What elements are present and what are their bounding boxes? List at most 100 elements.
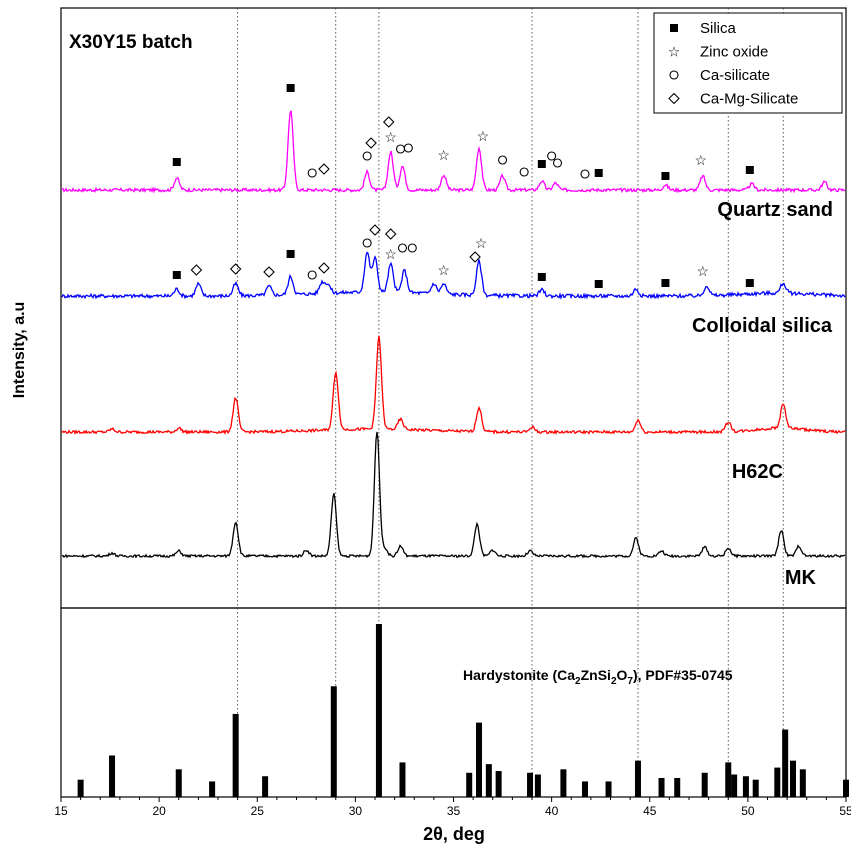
silica-marker: [745, 166, 754, 174]
ca-silicate-marker: [362, 151, 372, 161]
series-label: Colloidal silica: [692, 315, 833, 337]
ca-silicate-marker: [519, 167, 529, 177]
x-tick-label: 25: [251, 804, 265, 818]
legend-label: Silica: [700, 20, 737, 37]
reference-bar: [485, 764, 492, 797]
ca-mg-silicate-marker: [318, 262, 330, 274]
zinc-oxide-marker: ☆: [437, 147, 450, 163]
ca-silicate-marker: [307, 270, 317, 280]
legend-label: Ca-Mg-Silicate: [700, 91, 798, 108]
silica-marker: [537, 273, 546, 281]
x-tick-label: 35: [447, 804, 461, 818]
reference-panel: 15 20 25 30 35 40 45 50 55 Hardystonite (Ca2ZnSi…: [54, 607, 851, 844]
ca-silicate-marker: [403, 143, 413, 153]
ca-silicate-marker: [552, 158, 563, 168]
ca-silicate-marker: [407, 243, 417, 253]
x-tick-label: 40: [545, 804, 559, 818]
ca-mg-silicate-marker: [382, 116, 395, 128]
ca-silicate-marker: [397, 243, 408, 253]
ca-silicate-marker: [362, 238, 372, 248]
series-label: H62C: [732, 461, 783, 483]
reference-bar: [843, 779, 849, 797]
reference-pattern-label: Hardystonite (Ca2ZnSi2O7), PDF#35-0745: [463, 667, 733, 687]
ca-mg-silicate-marker: [384, 228, 397, 240]
y-axis-label: Intensity, a.u: [11, 302, 28, 399]
reference-bar: [605, 781, 612, 797]
reference-bar: [731, 774, 738, 797]
trace-colloidal-silica: [61, 251, 846, 300]
reference-bar: [262, 776, 269, 797]
silica-marker: [670, 24, 678, 32]
zinc-oxide-marker: ☆: [384, 246, 397, 262]
reference-bar: [77, 779, 84, 797]
silica-marker: [745, 279, 754, 287]
x-tick-label: 15: [54, 804, 68, 818]
zinc-oxide-marker: ☆: [475, 235, 488, 251]
silica-marker: [661, 279, 670, 287]
zinc-oxide-marker: ☆: [477, 128, 490, 144]
x-axis-ticks: 15 20 25 30 35 40 45 50 55: [54, 797, 851, 818]
reference-bar: [232, 713, 239, 797]
reference-bar: [658, 777, 665, 797]
ca-silicate-marker: [580, 169, 590, 179]
reference-bar: [375, 624, 382, 797]
reference-bar: [774, 767, 781, 797]
reference-bar: [495, 771, 502, 797]
ca-mg-silicate-marker: [469, 251, 481, 263]
reference-bar: [581, 781, 588, 797]
ca-silicate-marker: [669, 70, 679, 80]
trace-mk: [61, 431, 846, 559]
silica-marker: [594, 169, 603, 177]
ca-mg-silicate-marker: [369, 224, 381, 236]
x-tick-label: 50: [741, 804, 755, 818]
zinc-oxide-marker: ☆: [694, 152, 707, 168]
reference-bar: [534, 774, 541, 797]
reference-bar: [476, 722, 483, 797]
reference-bar: [330, 686, 337, 797]
reference-bar: [634, 760, 641, 797]
ca-mg-silicate-marker: [263, 266, 275, 278]
silica-marker: [286, 250, 295, 258]
reference-bars: [77, 624, 849, 797]
diffraction-traces: [61, 110, 846, 559]
reference-bar: [527, 772, 534, 797]
panel-title: X30Y15 batch: [69, 32, 193, 53]
legend-label: Ca-silicate: [700, 67, 770, 84]
series-label: MK: [785, 567, 817, 589]
reference-bar: [782, 729, 789, 797]
ca-mg-silicate-marker: [318, 163, 330, 175]
reference-bar: [399, 762, 406, 797]
x-tick-label: 55: [839, 804, 851, 818]
silica-marker: [594, 280, 603, 288]
reference-bar: [742, 776, 749, 797]
reference-bar: [752, 779, 759, 797]
silica-marker: [286, 84, 295, 92]
phase-markers: ☆ ☆ ☆ ☆ ☆ ☆ ☆ ☆: [172, 84, 754, 288]
ca-mg-silicate-marker: [229, 263, 242, 275]
ca-mg-silicate-marker: [190, 264, 203, 276]
legend: Silica ☆ Zinc oxide Ca-silicate Ca-Mg-Silica…: [653, 12, 843, 114]
reference-bar: [175, 769, 182, 797]
silica-marker: [537, 160, 546, 168]
x-tick-label: 45: [643, 804, 657, 818]
reference-bar: [674, 777, 681, 797]
series-label: Quartz sand: [717, 199, 833, 221]
x-axis-label: 2θ, deg: [423, 824, 485, 844]
reference-bar: [466, 772, 473, 797]
reference-bar: [209, 781, 216, 797]
reference-bar: [701, 772, 708, 797]
reference-bar: [790, 760, 797, 797]
zinc-oxide-marker: ☆: [384, 129, 397, 145]
reference-bar: [725, 762, 732, 797]
zinc-oxide-marker: ☆: [668, 44, 681, 60]
zinc-oxide-marker: ☆: [437, 262, 450, 278]
legend-box: [653, 12, 843, 114]
reference-bar: [560, 769, 567, 797]
ca-silicate-marker: [498, 155, 508, 165]
x-tick-label: 20: [152, 804, 166, 818]
ca-silicate-marker: [307, 168, 317, 178]
x-tick-label: 30: [349, 804, 363, 818]
silica-marker: [172, 271, 181, 279]
ca-silicate-marker: [395, 144, 406, 154]
